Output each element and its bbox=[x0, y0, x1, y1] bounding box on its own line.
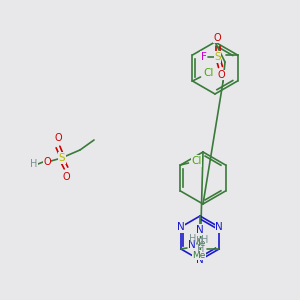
Text: O: O bbox=[62, 172, 70, 182]
Text: S: S bbox=[214, 52, 221, 62]
Text: H: H bbox=[189, 234, 197, 244]
Text: O: O bbox=[214, 33, 221, 43]
Text: H: H bbox=[201, 235, 209, 245]
Text: Cl: Cl bbox=[203, 68, 214, 78]
Text: N: N bbox=[188, 240, 196, 250]
Text: N: N bbox=[196, 255, 204, 265]
Text: S: S bbox=[59, 153, 65, 163]
Text: O: O bbox=[218, 70, 225, 80]
Text: F: F bbox=[201, 52, 206, 62]
Text: N: N bbox=[215, 222, 223, 232]
Text: N: N bbox=[177, 222, 185, 232]
Text: Cl: Cl bbox=[191, 156, 202, 166]
Text: H: H bbox=[196, 235, 204, 245]
Text: O: O bbox=[43, 157, 51, 167]
Text: H: H bbox=[30, 159, 38, 169]
Text: H: H bbox=[197, 244, 205, 254]
Text: Me: Me bbox=[192, 250, 206, 260]
Text: Me: Me bbox=[192, 238, 206, 247]
Text: N: N bbox=[196, 225, 204, 235]
Text: O: O bbox=[54, 133, 62, 143]
